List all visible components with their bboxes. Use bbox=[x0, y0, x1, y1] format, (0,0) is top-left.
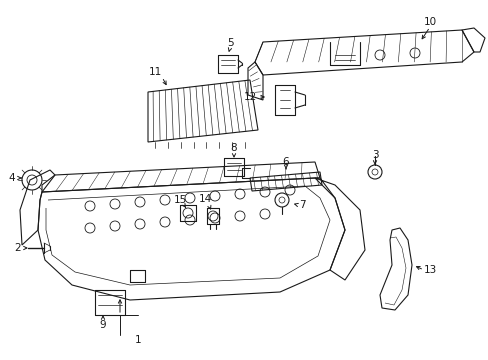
Text: 4: 4 bbox=[9, 173, 15, 183]
Text: 14: 14 bbox=[198, 194, 211, 204]
Text: 5: 5 bbox=[226, 38, 233, 48]
Text: 9: 9 bbox=[100, 320, 106, 330]
Text: 2: 2 bbox=[15, 243, 21, 253]
Text: 6: 6 bbox=[282, 157, 289, 167]
Text: 12: 12 bbox=[243, 92, 256, 102]
Text: 11: 11 bbox=[148, 67, 162, 77]
Text: 13: 13 bbox=[423, 265, 436, 275]
Text: 8: 8 bbox=[230, 143, 237, 153]
Text: 7: 7 bbox=[298, 200, 305, 210]
Text: 15: 15 bbox=[173, 195, 186, 205]
Text: 10: 10 bbox=[423, 17, 436, 27]
Text: 3: 3 bbox=[371, 150, 378, 160]
Text: 1: 1 bbox=[134, 335, 141, 345]
